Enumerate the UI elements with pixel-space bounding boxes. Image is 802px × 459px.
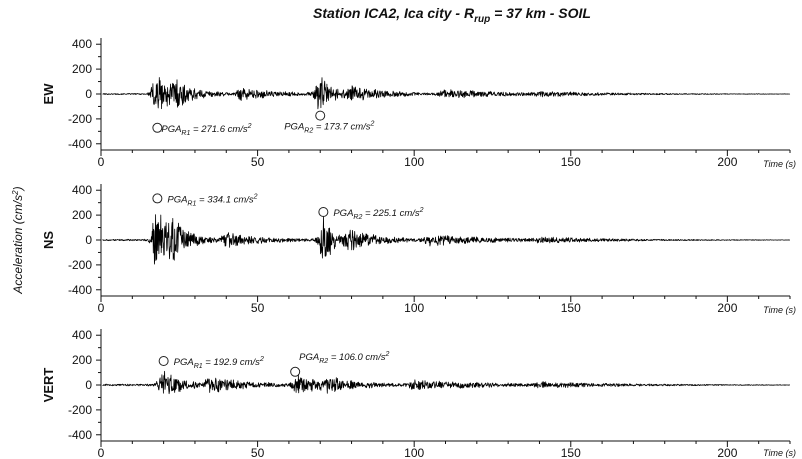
x-axis-label: Time (s)	[763, 305, 796, 315]
x-tick-label: 150	[561, 446, 581, 459]
x-tick-label: 50	[251, 155, 265, 169]
y-tick-label: -400	[68, 283, 92, 297]
x-tick-label: 100	[404, 155, 424, 169]
component-label: EW	[41, 83, 56, 105]
panel-ns: 400 200 0 -200 -400 0 50 100 150 200 Time (s) NS PGA…	[41, 183, 796, 315]
pga-marker	[290, 366, 301, 377]
y-tick-label: 400	[72, 37, 92, 51]
pga-annotation: PGAR1 = 271.6 cm/s2	[161, 123, 251, 137]
y-tick-label: 200	[72, 62, 92, 76]
pga-annotation: PGAR2 = 173.7 cm/s2	[284, 121, 374, 135]
pga-marker	[152, 122, 163, 133]
y-tick-label: 400	[72, 183, 92, 197]
y-tick-label: 400	[72, 328, 92, 342]
pga-marker	[318, 206, 329, 217]
x-tick-label: 100	[404, 301, 424, 315]
x-tick-label: 200	[717, 301, 737, 315]
x-tick-label: 150	[561, 301, 581, 315]
pga-annotation: PGAR1 = 192.9 cm/s2	[174, 356, 264, 370]
component-label: VERT	[41, 368, 56, 403]
y-tick-label: -400	[68, 137, 92, 151]
y-tick-label: 0	[85, 87, 92, 101]
y-tick-label: 0	[85, 378, 92, 392]
seismogram-trace	[102, 214, 790, 265]
x-tick-label: 0	[98, 301, 105, 315]
panel-vert: 400 200 0 -200 -400 0 50 100 150 200 Time (s) VERT P…	[41, 328, 796, 459]
x-tick-label: 50	[251, 446, 265, 459]
x-axis-label: Time (s)	[763, 448, 796, 458]
x-tick-label: 0	[98, 155, 105, 169]
figure-title: Station ICA2, Ica city - Rrup = 37 km - …	[313, 5, 591, 25]
x-axis-label: Time (s)	[763, 159, 796, 169]
y-tick-label: -200	[68, 258, 92, 272]
y-tick-label: 0	[85, 233, 92, 247]
y-tick-label: 200	[72, 208, 92, 222]
y-axis-label: Acceleration (cm/s2)	[11, 186, 25, 294]
panel-ew: 400 200 0 -200 -400 0 50 100 150 200 Time (s) EW PGA…	[41, 37, 796, 169]
seismogram-trace	[102, 77, 791, 110]
pga-annotation: PGAR2 = 106.0 cm/s2	[299, 351, 389, 365]
component-label: NS	[41, 231, 56, 249]
pga-marker	[158, 355, 169, 366]
pga-marker	[152, 193, 163, 204]
pga-marker	[315, 110, 326, 121]
y-tick-label: -200	[68, 403, 92, 417]
pga-annotation: PGAR2 = 225.1 cm/s2	[333, 207, 423, 221]
x-tick-label: 200	[717, 155, 737, 169]
x-tick-label: 100	[404, 446, 424, 459]
y-tick-label: -200	[68, 112, 92, 126]
x-tick-label: 50	[251, 301, 265, 315]
seismogram-trace	[102, 370, 791, 395]
y-tick-label: -400	[68, 428, 92, 442]
x-tick-label: 0	[98, 446, 105, 459]
x-tick-label: 200	[717, 446, 737, 459]
y-tick-label: 200	[72, 353, 92, 367]
pga-annotation: PGAR1 = 334.1 cm/s2	[167, 193, 257, 207]
x-tick-label: 150	[561, 155, 581, 169]
